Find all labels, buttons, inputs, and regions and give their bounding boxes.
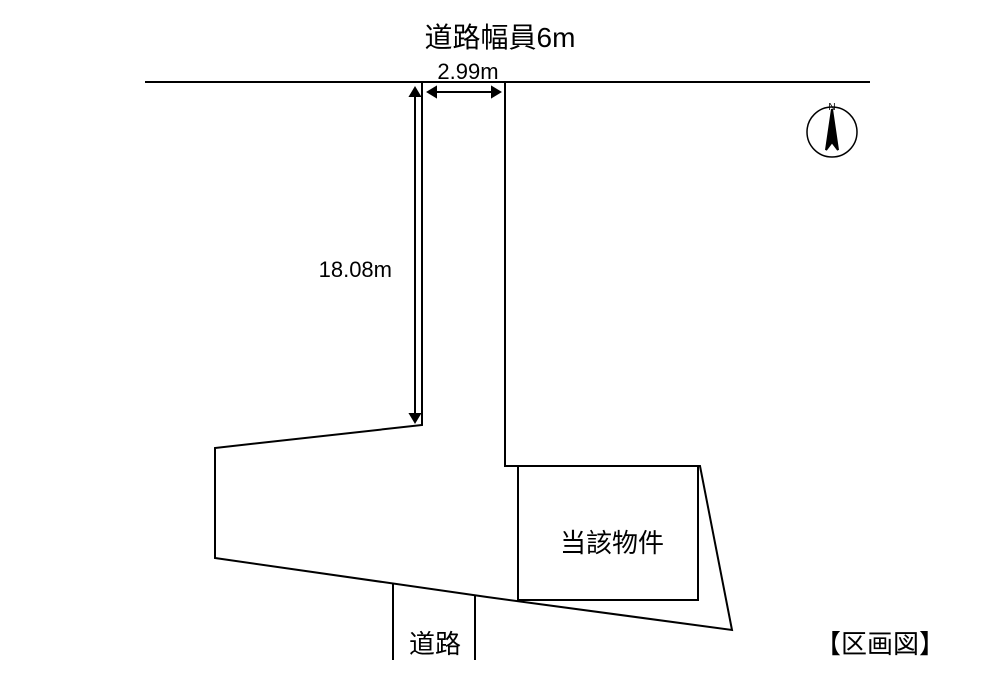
north-letter: N xyxy=(828,102,835,113)
title-label: 道路幅員6m xyxy=(425,16,576,56)
arrowhead xyxy=(428,87,436,97)
arrowhead xyxy=(492,87,500,97)
arrowhead xyxy=(410,414,420,422)
compass-needle-icon xyxy=(826,109,838,150)
height-dim-label: 18.08m xyxy=(319,257,392,283)
arrowhead xyxy=(410,88,420,96)
road-label: 道路 xyxy=(409,624,461,661)
plot-diagram xyxy=(0,0,1000,689)
caption-label: 【区画図】 xyxy=(815,624,945,661)
subject-label: 当該物件 xyxy=(560,523,664,560)
width-dim-label: 2.99m xyxy=(437,59,498,85)
